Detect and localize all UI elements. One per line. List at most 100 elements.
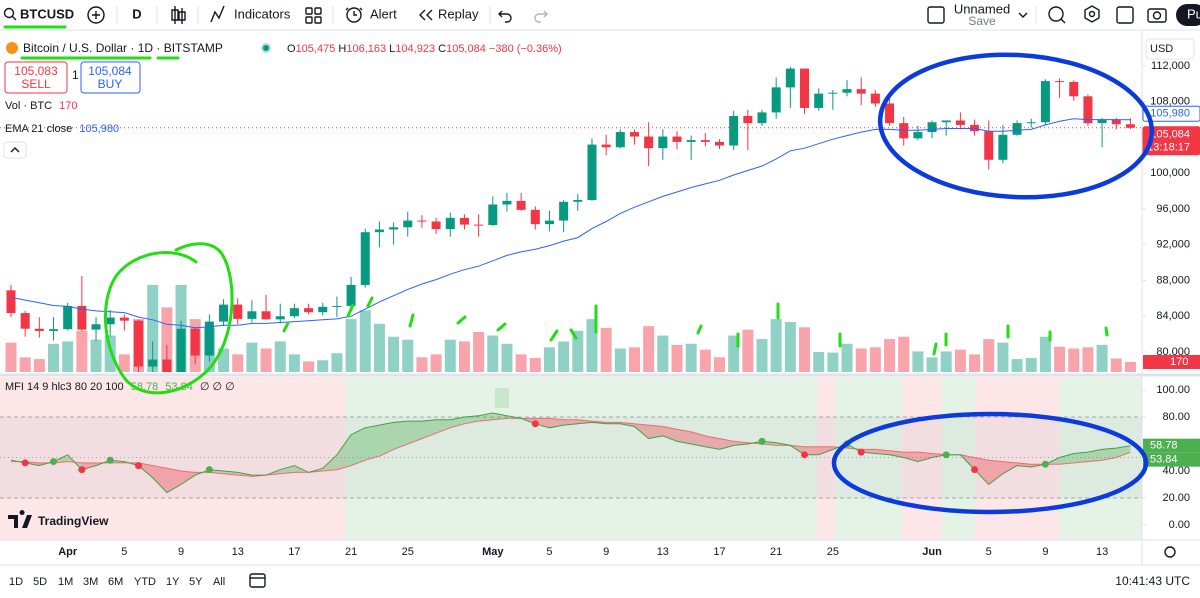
candle-body xyxy=(332,305,342,307)
settings-button[interactable] xyxy=(1084,5,1100,23)
mfi-fill xyxy=(365,425,380,461)
layout-menu[interactable]: Unnamed Save xyxy=(954,1,1028,28)
volume-bar xyxy=(1124,362,1136,372)
candle-body xyxy=(842,89,852,93)
interval-button[interactable]: D xyxy=(132,6,141,21)
compare-button[interactable] xyxy=(87,6,105,24)
volume-bar xyxy=(841,343,853,372)
range-button[interactable]: 6M xyxy=(108,576,123,588)
mfi-fill xyxy=(1073,452,1088,463)
ohlc-value: 106,163 xyxy=(346,43,386,55)
chart-type-button[interactable] xyxy=(171,6,186,24)
mfi-cross xyxy=(857,448,865,456)
symbol-search[interactable]: BTCUSD xyxy=(3,6,75,21)
mfi-cross xyxy=(1041,460,1049,468)
candle-body xyxy=(700,140,710,142)
volume-bar xyxy=(784,322,796,372)
bg-zone xyxy=(0,377,345,540)
x-tick-label: Jun xyxy=(922,546,942,558)
x-tick-label: 5 xyxy=(986,546,992,558)
mfi-fill xyxy=(379,422,394,457)
mfi-fill xyxy=(917,452,933,462)
mfi-cross xyxy=(78,466,86,474)
candle-body xyxy=(289,308,299,317)
range-button[interactable]: 5Y xyxy=(189,576,203,588)
volume-bar xyxy=(884,339,896,372)
indicators-button[interactable]: Indicators xyxy=(210,5,291,23)
candle-body xyxy=(743,115,753,124)
snapshot-button[interactable] xyxy=(1147,8,1167,23)
user-label: Pu xyxy=(1187,6,1200,21)
range-button[interactable]: 1Y xyxy=(166,576,180,588)
ohlc-label: C xyxy=(438,43,446,55)
indicators-icon xyxy=(210,5,225,23)
candle-body xyxy=(459,217,469,225)
alert-button[interactable]: Alert xyxy=(345,6,397,23)
quick-search[interactable] xyxy=(1048,6,1066,24)
logo-text: TradingView xyxy=(38,514,109,528)
volume-bar xyxy=(699,349,711,372)
candle-body xyxy=(134,320,144,367)
date-range-button[interactable] xyxy=(249,573,266,588)
ellipse-mark xyxy=(877,52,1155,200)
range-button[interactable]: YTD xyxy=(134,576,156,588)
y-tick-label: 88,000 xyxy=(1156,274,1190,286)
candle-body xyxy=(870,93,880,104)
grid-icon xyxy=(305,7,313,15)
fullscreen-button[interactable] xyxy=(1116,6,1134,24)
buy-button[interactable]: 105,084 BUY xyxy=(80,61,141,94)
mfi-fill xyxy=(634,423,649,439)
mfi-cross xyxy=(942,451,950,459)
layout-icon[interactable] xyxy=(927,6,945,24)
candle-body xyxy=(913,132,923,139)
volume-bar xyxy=(388,336,400,372)
currency-button[interactable] xyxy=(1145,38,1195,60)
candle-body xyxy=(800,68,810,108)
sell-button[interactable]: 105,083 SELL xyxy=(4,61,68,94)
templates-button[interactable] xyxy=(305,7,322,24)
volume-bar xyxy=(586,319,598,372)
redo-button[interactable] xyxy=(534,10,548,23)
axis-settings[interactable] xyxy=(1164,546,1176,558)
range-button[interactable]: All xyxy=(213,576,225,588)
candle-body xyxy=(445,217,455,230)
volume-bar xyxy=(246,342,258,372)
range-button[interactable]: 5D xyxy=(33,576,47,588)
volume-name: Vol · BTC xyxy=(5,100,52,112)
candle-body xyxy=(1069,82,1079,97)
candle-body xyxy=(1012,123,1022,135)
collapse-legend[interactable] xyxy=(3,141,27,159)
plus-icon xyxy=(87,6,105,24)
candle-body xyxy=(559,201,569,221)
mfi-fill xyxy=(1102,448,1117,461)
volume-bar xyxy=(218,348,230,372)
mfi-fill xyxy=(861,449,876,454)
user-button[interactable] xyxy=(1176,4,1200,26)
undo-button[interactable] xyxy=(498,10,512,23)
candle-body xyxy=(629,132,639,137)
mfi-fill xyxy=(421,419,437,439)
symbol: BTCUSD xyxy=(20,6,74,21)
mfi-fill xyxy=(181,471,196,485)
axes: 112,000108,000104,000100,00096,00092,000… xyxy=(58,60,1200,558)
mfi-fill xyxy=(903,452,918,462)
search-icon xyxy=(1048,6,1064,22)
range-button[interactable]: 1D xyxy=(9,576,23,588)
mfi-fill xyxy=(1002,461,1018,474)
volume-bar xyxy=(515,354,527,372)
range-button[interactable]: 3M xyxy=(83,576,98,588)
candle-body xyxy=(474,224,484,226)
candle-body xyxy=(1026,122,1036,124)
search-icon xyxy=(1060,18,1066,24)
replay-button[interactable]: Replay xyxy=(419,6,479,21)
range-button[interactable]: 1M xyxy=(58,576,73,588)
ohlc-label: L xyxy=(389,43,395,55)
mfi-fill xyxy=(336,434,352,470)
candle-body xyxy=(148,359,158,367)
candle-body xyxy=(771,87,781,113)
candle-body xyxy=(502,200,512,205)
candle-body xyxy=(176,328,186,372)
volume-bar xyxy=(813,352,825,372)
annotations xyxy=(3,25,1155,515)
mfi-fill xyxy=(535,418,550,428)
